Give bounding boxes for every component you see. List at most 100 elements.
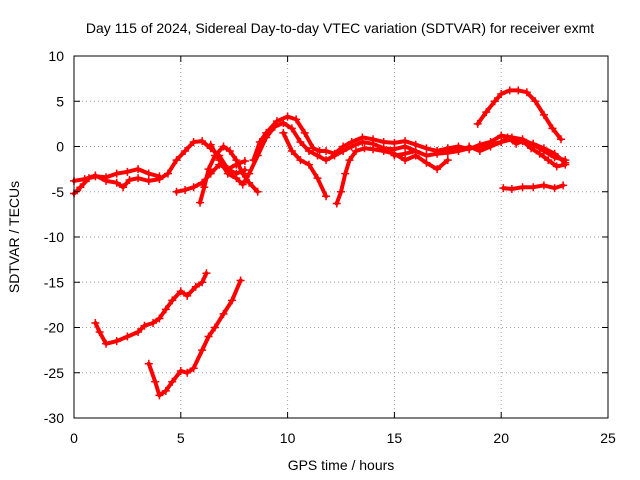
data-point xyxy=(155,314,164,323)
data-point xyxy=(507,185,516,194)
data-point xyxy=(522,88,531,97)
data-point xyxy=(272,117,281,126)
series-arc-11 xyxy=(465,133,570,171)
data-point xyxy=(490,97,499,106)
data-point xyxy=(91,172,100,181)
data-point xyxy=(313,151,322,160)
data-point xyxy=(341,169,350,178)
series-arc-12 xyxy=(473,86,566,144)
data-point xyxy=(337,187,345,196)
data-point xyxy=(144,176,153,185)
chart-title: Day 115 of 2024, Sidereal Day-to-day VTE… xyxy=(86,20,594,36)
series-arc-15 xyxy=(144,276,245,400)
data-point xyxy=(176,287,185,296)
data-point xyxy=(198,137,207,146)
data-point xyxy=(548,124,557,133)
data-point xyxy=(422,144,431,153)
data-point xyxy=(189,183,198,192)
data-point xyxy=(465,142,474,151)
data-point xyxy=(183,291,192,300)
data-point xyxy=(206,140,215,149)
y-tick-label: -5 xyxy=(52,184,65,200)
data-point xyxy=(202,269,211,278)
data-point xyxy=(204,332,213,341)
data-point xyxy=(102,339,111,348)
x-tick-label: 25 xyxy=(600,430,616,446)
data-point xyxy=(123,332,132,341)
data-point xyxy=(529,183,538,192)
y-axis-label: SDTVAR / TECUs xyxy=(6,181,22,293)
data-point xyxy=(292,115,301,124)
data-point xyxy=(561,160,570,169)
series-line xyxy=(208,121,418,187)
data-point xyxy=(163,169,172,178)
data-point xyxy=(401,149,410,158)
data-point xyxy=(134,165,143,174)
data-point xyxy=(433,165,442,174)
data-point xyxy=(309,144,318,153)
data-point xyxy=(422,151,431,160)
y-tick-label: 0 xyxy=(56,139,64,155)
data-point xyxy=(358,133,367,142)
data-point xyxy=(345,156,354,165)
data-point xyxy=(296,137,305,146)
data-point xyxy=(102,173,111,182)
data-point xyxy=(168,377,177,386)
data-point xyxy=(539,147,548,156)
data-point xyxy=(144,359,153,368)
data-point xyxy=(125,175,134,184)
data-point xyxy=(183,368,192,377)
data-point xyxy=(552,162,561,171)
data-point xyxy=(505,86,514,95)
data-point xyxy=(232,156,241,165)
data-point xyxy=(119,183,128,192)
data-point xyxy=(161,386,170,395)
y-tick-label: -10 xyxy=(44,229,64,245)
data-point xyxy=(433,147,442,156)
data-point xyxy=(531,97,540,106)
series-line xyxy=(281,130,328,199)
data-point xyxy=(347,137,356,146)
data-point xyxy=(422,158,431,167)
x-axis-label: GPS time / hours xyxy=(288,457,395,473)
series-arc-14 xyxy=(91,269,211,348)
data-point xyxy=(262,128,271,137)
data-point xyxy=(411,147,420,156)
series-line xyxy=(146,278,243,398)
data-point xyxy=(379,137,388,146)
series-line xyxy=(475,88,563,142)
data-point xyxy=(539,181,548,190)
data-point xyxy=(140,321,149,330)
series-line xyxy=(72,167,162,196)
data-point xyxy=(550,153,559,162)
data-point xyxy=(245,178,254,187)
data-point xyxy=(512,139,521,148)
data-point xyxy=(518,183,527,192)
data-point xyxy=(255,137,264,146)
data-point xyxy=(287,147,296,156)
data-point xyxy=(176,366,185,375)
data-point xyxy=(204,165,213,174)
data-point xyxy=(112,178,121,187)
series-arc-13 xyxy=(499,181,568,194)
grid xyxy=(74,56,608,418)
data-point xyxy=(155,391,164,400)
data-point xyxy=(144,169,153,178)
data-point xyxy=(369,145,378,154)
data-point xyxy=(443,144,452,153)
data-point xyxy=(473,119,482,128)
series-line xyxy=(93,271,209,346)
data-point xyxy=(369,135,378,144)
data-point xyxy=(215,156,224,165)
data-point xyxy=(76,183,85,192)
data-point xyxy=(283,112,292,121)
data-point xyxy=(497,137,506,146)
data-point xyxy=(134,328,143,337)
data-point xyxy=(198,278,207,287)
data-point xyxy=(390,138,399,147)
series-arc-7 xyxy=(279,128,331,201)
data-point xyxy=(112,337,121,346)
data-point xyxy=(95,328,104,337)
data-point xyxy=(475,147,484,156)
y-tick-label: 5 xyxy=(56,93,64,109)
